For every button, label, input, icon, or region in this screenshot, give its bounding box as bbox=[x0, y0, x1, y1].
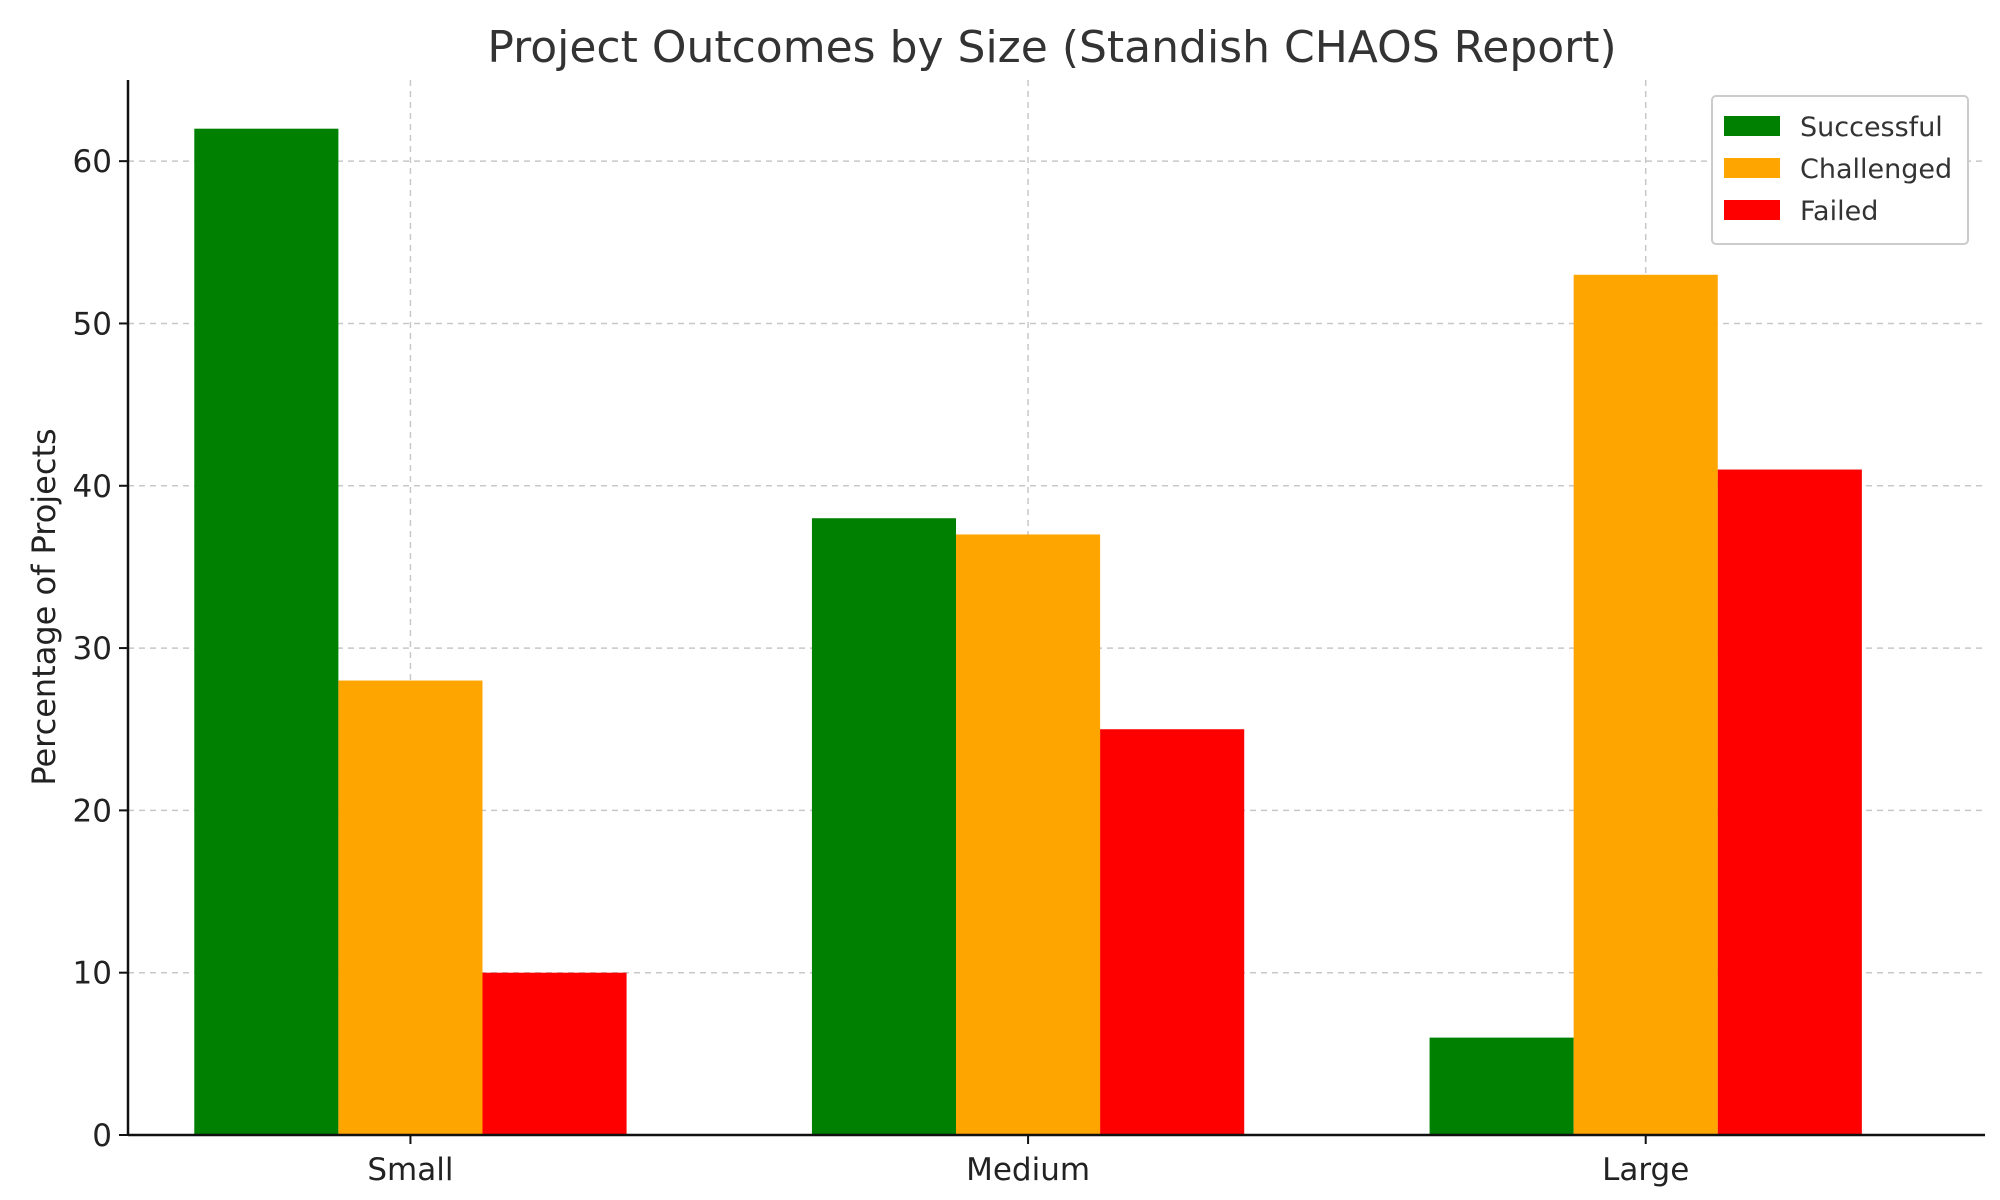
bar-challenged-small bbox=[338, 680, 483, 1135]
bar-failed-small bbox=[482, 972, 627, 1135]
y-tick-label: 30 bbox=[73, 631, 112, 667]
bar-challenged-large bbox=[1573, 274, 1718, 1135]
y-tick-label: 60 bbox=[73, 144, 112, 180]
bar-successful-medium bbox=[811, 518, 957, 1135]
y-tick-label: 40 bbox=[73, 469, 112, 505]
y-tick-label: 0 bbox=[92, 1118, 112, 1154]
y-axis-label: Percentage of Projects bbox=[25, 428, 63, 785]
chart-title: Project Outcomes by Size (Standish CHAOS… bbox=[487, 22, 1616, 73]
x-tick-label: Medium bbox=[966, 1152, 1090, 1188]
y-tick-label: 20 bbox=[73, 793, 112, 829]
legend-swatch-successful bbox=[1724, 116, 1780, 136]
legend: Successful Challenged Failed bbox=[1711, 95, 1969, 245]
legend-label-challenged: Challenged bbox=[1800, 154, 1952, 185]
bars-layer bbox=[194, 128, 1862, 1135]
bar-failed-large bbox=[1717, 469, 1862, 1135]
bar-challenged-medium bbox=[956, 534, 1101, 1135]
bar-successful-large bbox=[1429, 1037, 1574, 1135]
legend-swatch-challenged bbox=[1724, 158, 1780, 178]
legend-label-failed: Failed bbox=[1800, 196, 1878, 227]
x-tick-label: Small bbox=[367, 1152, 453, 1188]
bar-failed-medium bbox=[1100, 729, 1245, 1135]
x-tick-label: Large bbox=[1602, 1152, 1689, 1188]
legend-label-successful: Successful bbox=[1800, 112, 1943, 143]
legend-swatch-failed bbox=[1724, 200, 1780, 220]
axes-layer: 0 10 20 30 40 50 60 Small Medium Large bbox=[73, 80, 1985, 1188]
bar-successful-small bbox=[194, 128, 339, 1135]
y-tick-label: 10 bbox=[73, 956, 112, 992]
y-tick-label: 50 bbox=[73, 306, 112, 342]
